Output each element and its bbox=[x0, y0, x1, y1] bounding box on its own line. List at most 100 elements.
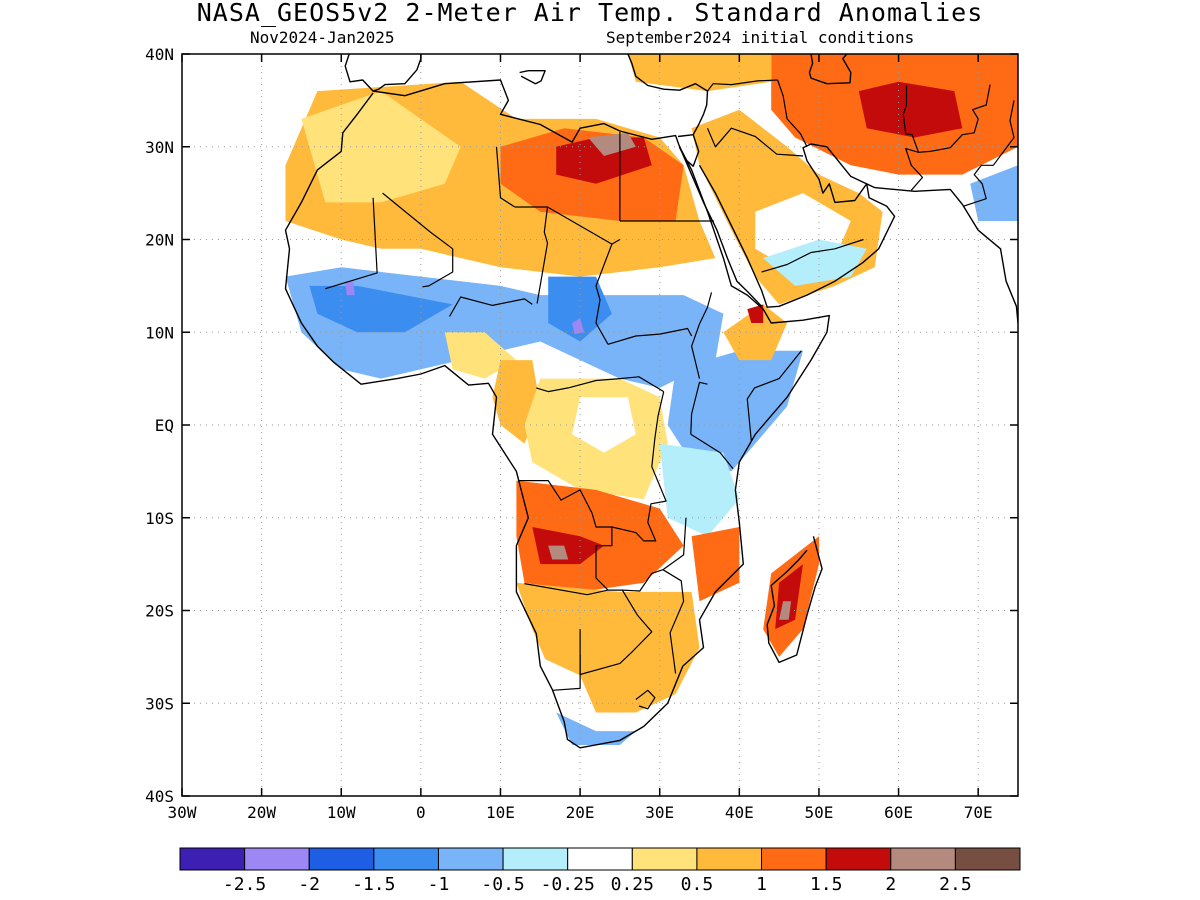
colorbar-swatch bbox=[502, 847, 569, 871]
y-tick-label: 30S bbox=[145, 694, 174, 713]
colorbar-swatch bbox=[244, 847, 310, 871]
x-tick-label: 60E bbox=[884, 803, 913, 822]
border-lesotho bbox=[635, 689, 656, 710]
colorbar-swatch bbox=[631, 847, 698, 871]
madagascar-coastline bbox=[766, 536, 823, 664]
africa-coastline bbox=[284, 79, 830, 749]
border-kenya-tanzania bbox=[690, 433, 734, 469]
border-chad-sudan bbox=[595, 243, 613, 345]
anomaly-region-iran-strong-warm bbox=[858, 81, 963, 138]
border-pakistan-india bbox=[963, 100, 1015, 207]
border-afghanistan-pakistan bbox=[918, 84, 991, 153]
colorbar-label: 0.25 bbox=[611, 874, 654, 895]
anomaly-region-libya-extreme-warm bbox=[588, 132, 636, 156]
border-drc-east bbox=[518, 391, 667, 542]
border-angola-zambia bbox=[524, 527, 613, 596]
colorbar-swatch bbox=[437, 847, 504, 871]
border-ethiopia-sudan bbox=[690, 292, 713, 379]
x-tick-label: 30W bbox=[168, 803, 197, 822]
sinai-coastline bbox=[677, 133, 700, 167]
anomaly-region-west-africa-strong-cool bbox=[309, 285, 453, 333]
sicily-coastline bbox=[519, 69, 546, 85]
colorbar-swatch bbox=[308, 847, 375, 871]
mediterranean-north-coastline bbox=[627, 54, 709, 136]
x-tick-label: 20E bbox=[566, 803, 595, 822]
colorbar-swatch bbox=[825, 847, 892, 871]
border-algeria-mali bbox=[382, 192, 454, 250]
anomaly-region-arabia-cool bbox=[763, 239, 867, 286]
colorbar-label: 1.5 bbox=[810, 874, 843, 895]
anomaly-region-ethiopia-warm bbox=[723, 304, 788, 361]
border-mali-niger bbox=[422, 248, 454, 288]
x-tick-label: 70E bbox=[964, 803, 993, 822]
anomaly-region-chad-cool bbox=[548, 276, 612, 342]
border-algeria-libya bbox=[495, 146, 516, 208]
colorbar-swatch bbox=[179, 847, 246, 871]
border-niger-libya-chad bbox=[514, 206, 549, 304]
x-tick-label: 10W bbox=[327, 803, 356, 822]
colorbar-label: 2 bbox=[885, 874, 896, 895]
anomaly-region-coastal-mauritania-white bbox=[285, 230, 525, 277]
y-tick-label: 40N bbox=[145, 45, 174, 64]
anomaly-region-angola-strong-warm bbox=[532, 527, 604, 565]
border-iran-afghanistan bbox=[902, 85, 924, 191]
border-south-africa-north bbox=[552, 655, 581, 691]
colorbar-swatch bbox=[761, 847, 827, 871]
anomaly-region-mozambique-warm bbox=[691, 527, 740, 602]
colorbar-label: -0.25 bbox=[541, 874, 595, 895]
anomaly-region-turkey-warm bbox=[627, 54, 772, 92]
border-iraq-iran bbox=[777, 79, 808, 148]
colorbar-label: -0.5 bbox=[481, 874, 524, 895]
border-turkey-syria bbox=[707, 79, 778, 92]
colorbar-swatch bbox=[890, 847, 956, 871]
colorbar-swatch bbox=[696, 847, 763, 871]
anomaly-region-angola-extreme-warm bbox=[548, 545, 569, 560]
x-tick-label: 40E bbox=[725, 803, 754, 822]
y-tick-label: 20N bbox=[145, 231, 174, 250]
y-tick-label: 30N bbox=[145, 138, 174, 157]
coastlines bbox=[284, 54, 1018, 749]
colorbar-label: 0.5 bbox=[681, 874, 714, 895]
y-tick-label: EQ bbox=[155, 416, 174, 435]
colorbar-label: -1 bbox=[428, 874, 450, 895]
x-tick-label: 50E bbox=[804, 803, 833, 822]
x-tick-label: 30E bbox=[645, 803, 674, 822]
colorbar-swatch bbox=[373, 847, 439, 871]
border-kenya-somalia bbox=[746, 350, 802, 441]
border-mozambique-west bbox=[662, 569, 685, 674]
gridlines bbox=[182, 54, 1018, 796]
anomaly-region-chad-very-cool bbox=[572, 318, 585, 335]
x-tick-label: 0 bbox=[416, 803, 426, 822]
colorbar: -2.5 -2 -1.5 -1 -0.5 -0.25 0.25 0.5 1 1.5 2 2.5 bbox=[179, 847, 1021, 895]
caspian-coastline bbox=[808, 54, 852, 85]
anomaly-region-nigeria-warm bbox=[444, 332, 517, 379]
country-borders bbox=[325, 79, 1015, 710]
anomaly-region-eritrea-strong-warm bbox=[747, 304, 764, 323]
arabia-coastline bbox=[698, 143, 1018, 324]
colorbar-label: -2 bbox=[298, 874, 320, 895]
colorbar-label: -2.5 bbox=[223, 874, 266, 895]
border-saudi-yemen bbox=[761, 238, 864, 273]
y-tick-label: 40S bbox=[145, 787, 174, 806]
anomaly-region-mali-very-cool bbox=[345, 281, 355, 296]
anomaly-region-madagascar-extreme-warm bbox=[779, 601, 792, 620]
y-tick-label: 10S bbox=[145, 509, 174, 528]
border-uganda-kenya bbox=[690, 381, 708, 435]
colorbar-label: 2.5 bbox=[939, 874, 972, 895]
colorbar-swatch bbox=[954, 847, 1021, 871]
colorbar-label: 1 bbox=[756, 874, 767, 895]
border-niger-nigeria bbox=[448, 296, 533, 317]
colorbar-label: -1.5 bbox=[352, 874, 395, 895]
red-sea-west-coastline bbox=[678, 146, 763, 307]
border-congo-car bbox=[536, 376, 665, 393]
forecast-period: Nov2024-Jan2025 bbox=[250, 28, 395, 47]
anomaly-region-cape-cool bbox=[556, 712, 636, 745]
anomaly-region-tanzania-light-cool bbox=[659, 443, 740, 537]
initial-conditions-label: September2024 initial conditions bbox=[606, 28, 915, 47]
x-tick-label: 20W bbox=[247, 803, 276, 822]
border-libya-sudan bbox=[547, 206, 621, 245]
axis-ticks: 30W 20W 10W 0 10E 20E 30E 40E 50E 60E 70E 40N 30N 20N… bbox=[145, 45, 1018, 822]
border-zambia-zimbabwe bbox=[622, 517, 687, 592]
border-saudi-jordan-iraq bbox=[706, 127, 804, 157]
